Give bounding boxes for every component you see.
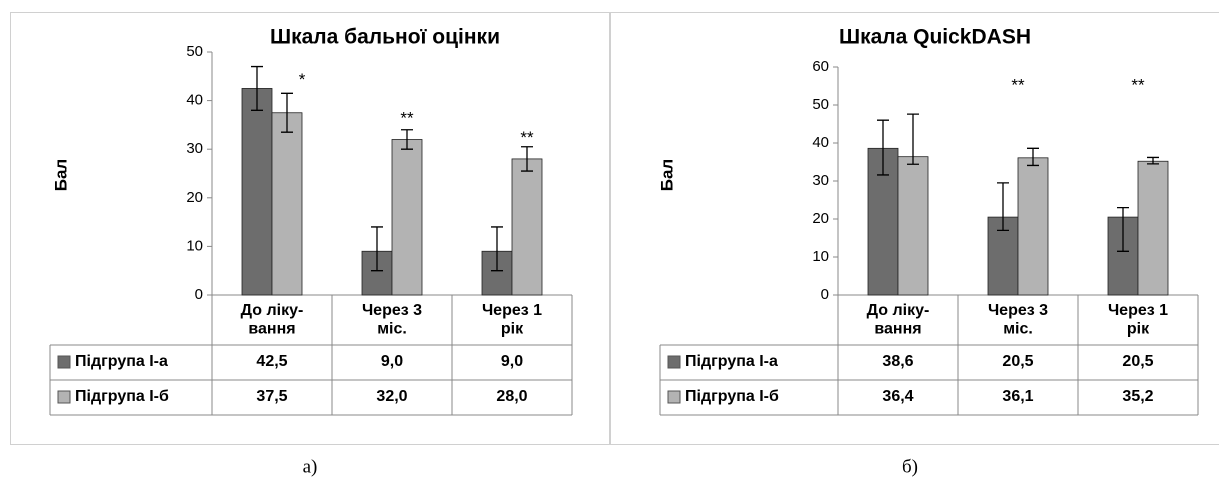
data-table-value: 36,1: [1002, 388, 1033, 405]
x-tick-label: Через 1 рік: [1108, 302, 1168, 337]
legend-swatch: [667, 355, 681, 369]
y-tick-label: 0: [821, 286, 829, 303]
error-bar: [491, 226, 503, 272]
y-tick-label: 40: [812, 134, 829, 151]
bar: [241, 88, 273, 296]
data-table-value: 32,0: [376, 388, 407, 405]
x-tick-label: До ліку-вання: [867, 302, 930, 337]
error-bar: [1117, 206, 1129, 252]
data-table-value: 28,0: [496, 388, 527, 405]
data-table-value: 20,5: [1122, 353, 1153, 370]
error-bar: [1027, 147, 1039, 167]
bar: [987, 216, 1019, 296]
error-bar: [251, 65, 263, 111]
annotation: **: [520, 128, 534, 147]
y-tick-label: 20: [186, 189, 203, 206]
legend-swatch: [667, 390, 681, 404]
annotation: **: [1011, 76, 1025, 95]
error-bar: [877, 119, 889, 176]
y-tick-label: 30: [186, 140, 203, 157]
panel-border: [610, 12, 1219, 445]
bar: [391, 139, 423, 296]
error-bar: [371, 226, 383, 272]
data-table-value: 42,5: [256, 353, 287, 370]
legend-label: Підгрупа І-а: [685, 353, 778, 370]
data-table-value: 9,0: [501, 353, 523, 370]
annotation: *: [299, 70, 306, 89]
panel-border: [10, 12, 610, 445]
error-bar: [907, 113, 919, 165]
x-tick-label: Через 3 міс.: [988, 302, 1048, 337]
y-tick-label: 0: [195, 286, 203, 303]
chart-title: Шкала QuickDASH: [839, 26, 1031, 49]
data-table-value: 37,5: [256, 388, 287, 405]
legend-swatch: [57, 355, 71, 369]
y-tick-label: 40: [186, 92, 203, 109]
y-tick-label: 30: [812, 172, 829, 189]
y-tick-label: 50: [812, 96, 829, 113]
annotation: **: [400, 109, 414, 128]
error-bar: [997, 182, 1009, 232]
legend-label: Підгрупа І-б: [685, 388, 779, 405]
y-tick-label: 10: [812, 248, 829, 265]
y-tick-label: 60: [812, 58, 829, 75]
chart-title: Шкала бальної оцінки: [270, 26, 500, 49]
y-axis-label: Бал: [657, 159, 676, 191]
bar: [1017, 157, 1049, 296]
bar: [271, 112, 303, 296]
data-table-value: 9,0: [381, 353, 403, 370]
data-table-value: 35,2: [1122, 388, 1153, 405]
x-tick-label: Через 1 рік: [482, 302, 542, 337]
legend-label: Підгрупа І-б: [75, 388, 169, 405]
bar: [897, 156, 929, 296]
caption: а): [303, 456, 318, 477]
error-bar: [281, 92, 293, 133]
legend-swatch: [57, 390, 71, 404]
bar: [511, 158, 543, 296]
x-tick-label: До ліку-вання: [241, 302, 304, 337]
bar: [1137, 160, 1169, 296]
y-axis-label: Бал: [51, 159, 70, 191]
y-tick-label: 10: [186, 237, 203, 254]
annotation: **: [1131, 76, 1145, 95]
y-tick-label: 50: [186, 43, 203, 60]
y-tick-label: 20: [812, 210, 829, 227]
error-bar: [1147, 156, 1159, 165]
x-tick-label: Через 3 міс.: [362, 302, 422, 337]
data-table-value: 20,5: [1002, 353, 1033, 370]
data-table-value: 36,4: [882, 388, 913, 405]
error-bar: [401, 129, 413, 150]
error-bar: [521, 146, 533, 172]
data-table-value: 38,6: [882, 353, 913, 370]
caption: б): [902, 456, 918, 477]
legend-label: Підгрупа І-а: [75, 353, 168, 370]
